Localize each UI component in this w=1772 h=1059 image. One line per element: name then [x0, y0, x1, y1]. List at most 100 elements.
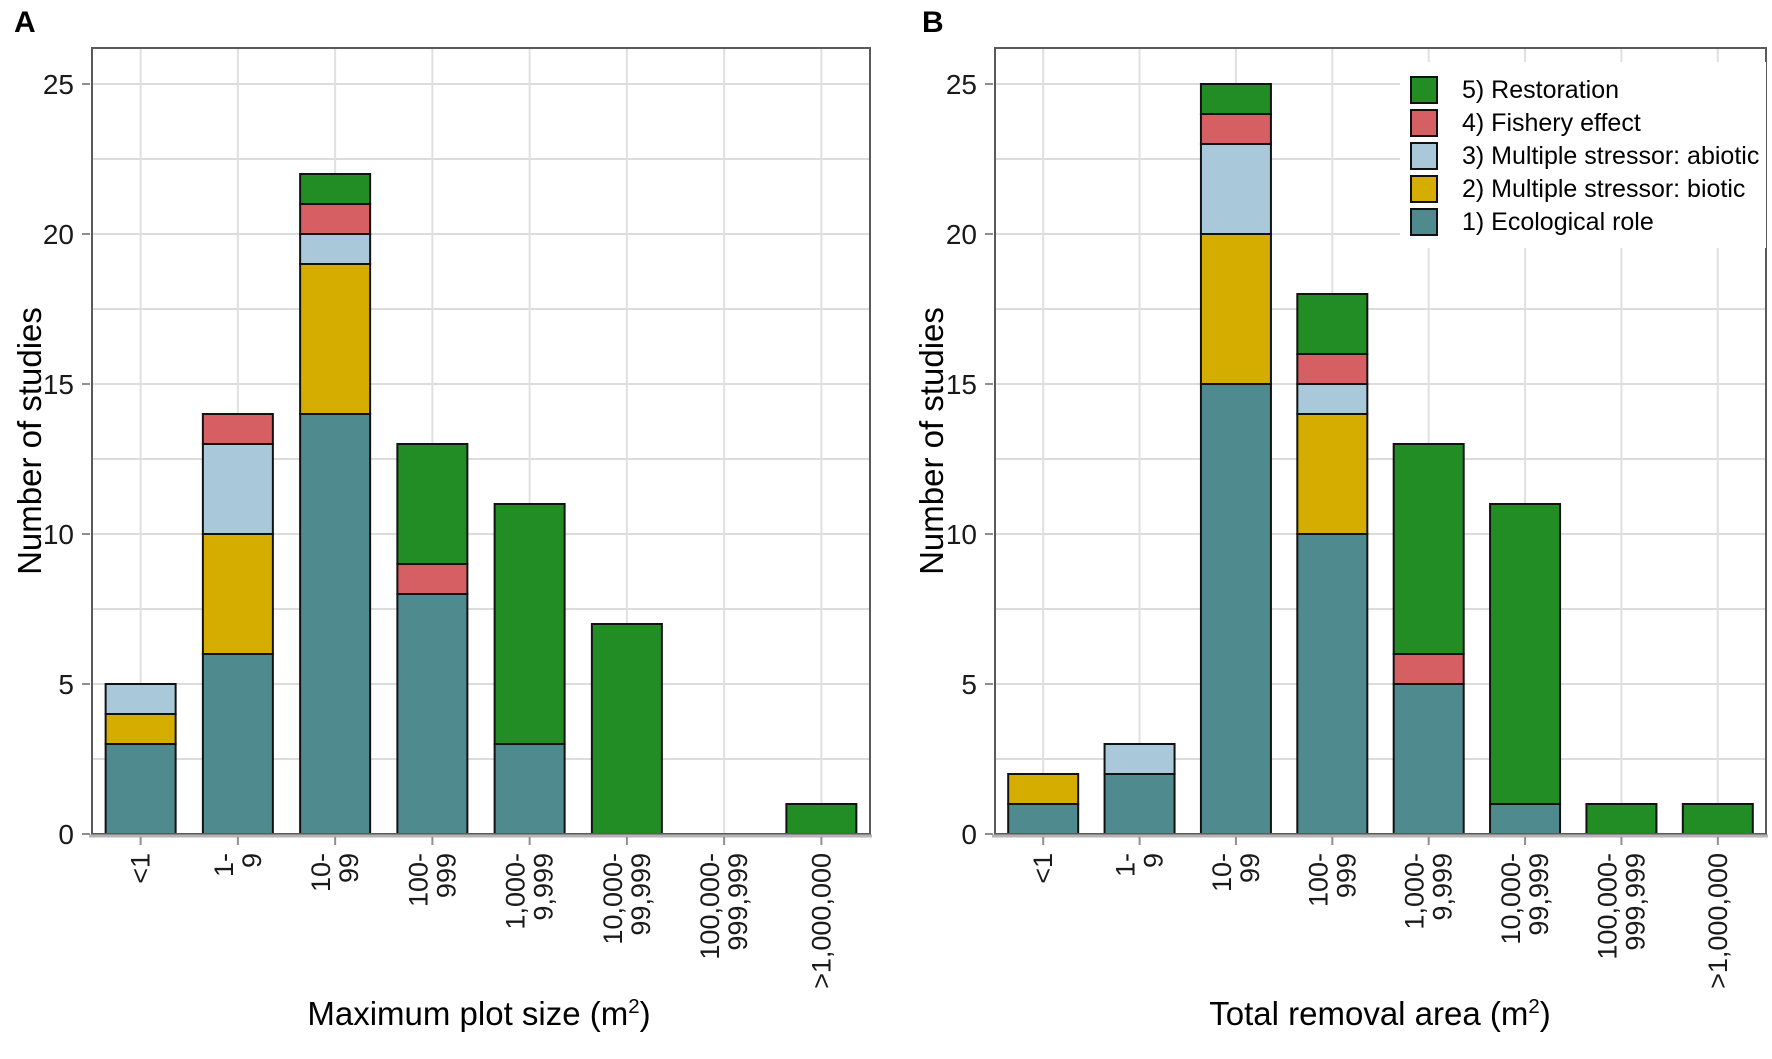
x-tick-label-line: 999 — [431, 853, 461, 898]
bar-segment — [201, 533, 274, 655]
bar-segment — [201, 443, 274, 535]
x-tick-label: 1,000-9,999 — [501, 853, 559, 930]
legend-swatch — [1410, 109, 1438, 137]
bar-segment — [1103, 743, 1176, 775]
bar-segment — [396, 443, 469, 565]
legend: 5) Restoration 4) Fishery effect 3) Mult… — [1400, 62, 1766, 248]
x-tick-label-line: 10,000- — [1496, 853, 1526, 945]
panel-a-label: A — [14, 6, 36, 39]
bar-segment — [1199, 113, 1272, 145]
panel-b-label: B — [922, 6, 944, 39]
y-tick-label: 0 — [961, 819, 977, 850]
x-tick-label-line: 999 — [1331, 853, 1361, 898]
bar-segment — [299, 413, 372, 835]
y-tick-label: 5 — [58, 669, 74, 700]
bar-segment — [396, 563, 469, 595]
bar-segment — [104, 683, 177, 715]
legend-swatch — [1410, 76, 1438, 104]
y-tick-label: 25 — [43, 69, 74, 100]
x-tick-label-line: 1- — [209, 853, 239, 877]
x-tick-label: 10,000-99,999 — [1496, 853, 1554, 945]
legend-item-label: 1) Ecological role — [1462, 208, 1654, 236]
x-tick-label-line: 99 — [334, 853, 364, 883]
x-tick-label-line: 10,000- — [598, 853, 628, 945]
x-tick-label-line: 9,999 — [529, 853, 559, 921]
y-tick-label: 5 — [961, 669, 977, 700]
bar-segment — [201, 413, 274, 445]
bar-segment — [299, 173, 372, 205]
x-tick-label: 100-999 — [403, 853, 461, 907]
bar-segment — [1199, 83, 1272, 115]
panel-border — [91, 47, 871, 835]
x-tick-label: >1,000,000 — [806, 853, 836, 989]
bar-segment — [1392, 653, 1465, 685]
bar-segment — [1392, 443, 1465, 655]
x-tick-label-line: 99 — [1235, 853, 1265, 883]
x-tick-label: 1-9 — [209, 853, 267, 877]
bar-segment — [299, 203, 372, 235]
x-tick-label: 10-99 — [306, 853, 364, 892]
legend-swatch — [1410, 175, 1438, 203]
x-tick-label-line: 1,000- — [501, 853, 531, 930]
x-tick-label-line: 99,999 — [1524, 853, 1554, 936]
bar-segment — [1103, 773, 1176, 835]
x-tick-label-line: 100- — [1303, 853, 1333, 907]
legend-swatch — [1410, 142, 1438, 170]
bar-segment — [1007, 803, 1080, 835]
panel-border — [994, 47, 1767, 835]
x-tick-label-line: 9 — [1139, 853, 1169, 868]
x-tick-label-line: 999,999 — [1620, 853, 1650, 951]
x-tick-label-line: 100- — [403, 853, 433, 907]
bar-segment — [1296, 383, 1369, 415]
x-tick-label: <1 — [1028, 853, 1058, 884]
x-tick-label-line: 100,000- — [695, 853, 725, 960]
legend-item-restoration: 5) Restoration — [1410, 76, 1766, 104]
bar-segment — [201, 653, 274, 835]
bar-segment — [1489, 803, 1562, 835]
bar-segment — [1392, 683, 1465, 835]
x-tick-label-line: 9 — [237, 853, 267, 868]
bar-segment — [1681, 803, 1754, 835]
legend-item-label: 3) Multiple stressor: abiotic — [1462, 142, 1760, 170]
x-tick-label-line: 1- — [1111, 853, 1141, 877]
x-tick-label: 1,000-9,999 — [1400, 853, 1458, 930]
x-tick-label: 100,000-999,999 — [1592, 853, 1650, 960]
bar-segment — [1296, 533, 1369, 835]
y-tick-label: 15 — [43, 369, 74, 400]
y-tick-label: 10 — [43, 519, 74, 550]
x-tick-label-line: 99,999 — [626, 853, 656, 936]
superscript-2: 2 — [628, 995, 640, 1018]
x-tick-label-line: 1,000- — [1400, 853, 1430, 930]
bar-segment — [785, 803, 858, 835]
x-tick-label: <1 — [126, 853, 156, 884]
y-tick-label: 20 — [946, 219, 977, 250]
legend-item-multiple-stressor-abiotic: 3) Multiple stressor: abiotic — [1410, 142, 1766, 170]
x-tick-label: 1-9 — [1111, 853, 1169, 877]
bar-segment — [493, 743, 566, 835]
legend-item-ecological-role: 1) Ecological role — [1410, 208, 1766, 236]
x-axis-title-b: Total removal area (m2) — [1209, 995, 1551, 1032]
bar-segment — [104, 713, 177, 745]
bar-segment — [493, 503, 566, 745]
legend-item-multiple-stressor-biotic: 2) Multiple stressor: biotic — [1410, 175, 1766, 203]
bar-segment — [299, 233, 372, 265]
x-tick-label: >1,000,000 — [1703, 853, 1733, 989]
bar-segment — [1199, 233, 1272, 385]
bar-segment — [1489, 503, 1562, 805]
bar-segment — [590, 623, 663, 835]
x-axis-title-a: Maximum plot size (m2) — [307, 995, 651, 1032]
bar-segment — [104, 743, 177, 835]
legend-swatch — [1410, 208, 1438, 236]
superscript-2: 2 — [1528, 995, 1540, 1018]
bar-segment — [1296, 293, 1369, 355]
bar-segment — [1296, 413, 1369, 535]
y-tick-label: 10 — [946, 519, 977, 550]
y-tick-label: 15 — [946, 369, 977, 400]
bar-segment — [299, 263, 372, 415]
x-tick-label: 10,000-99,999 — [598, 853, 656, 945]
x-tick-label-line: >1,000,000 — [806, 853, 836, 989]
y-tick-label: 0 — [58, 819, 74, 850]
bar-segment — [1296, 353, 1369, 385]
